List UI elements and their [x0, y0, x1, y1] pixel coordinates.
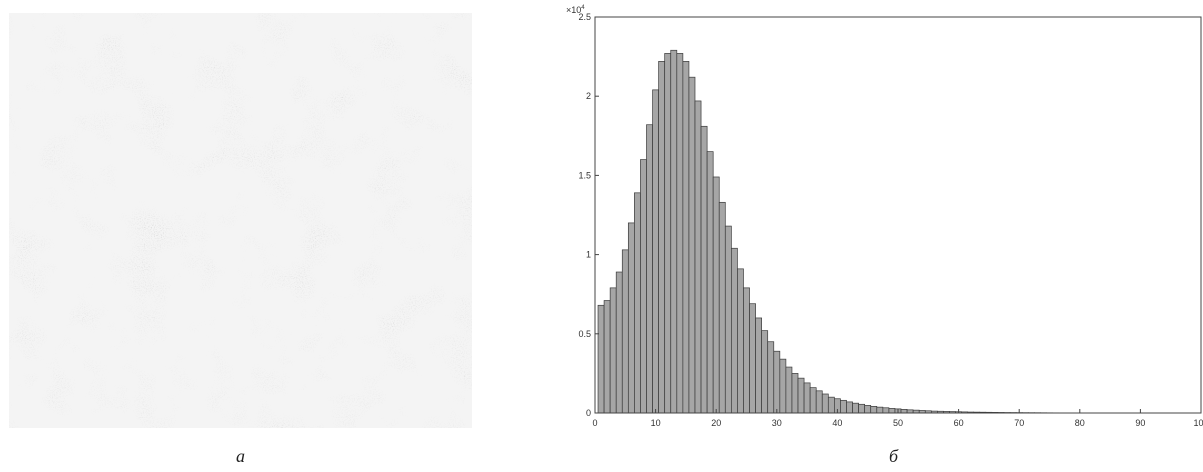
histogram-bar	[767, 341, 775, 414]
histogram-bar	[791, 373, 799, 414]
y-tick-label: 2	[586, 91, 591, 101]
x-tick-label: 20	[711, 418, 721, 428]
histogram-bar	[694, 100, 702, 414]
x-tick-label: 60	[954, 418, 964, 428]
x-tick-label: 30	[772, 418, 782, 428]
x-tick-label: 10	[651, 418, 661, 428]
histogram-bar	[688, 76, 696, 414]
y-exponent-label: ×104	[566, 5, 585, 15]
histogram-bar	[743, 287, 750, 414]
histogram-bar	[840, 399, 847, 414]
histogram-bar	[658, 61, 666, 414]
histogram-bar	[634, 192, 641, 414]
histogram-bar	[870, 405, 878, 414]
histogram-bar	[640, 159, 647, 414]
x-tick-label: 90	[1135, 418, 1145, 428]
y-tick-label: 0.5	[578, 329, 591, 339]
histogram-bar	[652, 89, 659, 414]
histogram-bars	[597, 49, 1072, 414]
y-tick-label: 0	[586, 408, 591, 418]
histogram-bar	[846, 401, 853, 414]
histogram-bar	[706, 151, 714, 414]
histogram-bar	[900, 409, 908, 414]
histogram-bar	[646, 124, 653, 414]
histogram-bar	[821, 393, 829, 414]
histogram-bar	[809, 387, 817, 414]
histogram-bar	[797, 377, 805, 414]
panel-b-caption: б	[889, 446, 899, 466]
y-tick-label: 1	[586, 250, 591, 260]
histogram-bar	[603, 300, 611, 414]
histogram-bar	[609, 287, 617, 414]
histogram-bar	[731, 247, 738, 414]
histogram-bar	[700, 125, 708, 414]
histogram-bar	[864, 405, 872, 414]
histogram-bar	[785, 366, 793, 414]
histogram-bar	[773, 350, 781, 414]
histogram-bar	[712, 176, 720, 414]
histogram-bar	[749, 303, 756, 414]
histogram-bar	[664, 53, 672, 414]
histogram-bar	[621, 249, 629, 414]
chart-axes: 0 10 20 30 40 50 60 70 80 90 100 0 0.5 1 1.5 2 2.5	[578, 12, 1203, 428]
x-tick-label: 40	[832, 418, 842, 428]
y-tick-label: 1.5	[578, 170, 591, 180]
histogram-bar	[852, 402, 859, 414]
histogram-bar	[755, 317, 762, 414]
x-tick-label: 70	[1014, 418, 1024, 428]
histogram-bar	[615, 271, 623, 414]
histogram-bar	[761, 330, 769, 414]
y-tick-label: 2.5	[578, 12, 591, 22]
histogram-bar	[803, 382, 811, 414]
histogram-bar	[718, 201, 726, 414]
histogram-bar	[858, 403, 866, 414]
histogram-bar	[627, 222, 635, 414]
histogram-bar	[724, 225, 732, 414]
histogram-bar	[876, 406, 884, 414]
histogram-chart: 0 10 20 30 40 50 60 70 80 90 100 0 0.5 1 1.5 2 2.5 ×104	[566, 5, 1203, 428]
x-tick-label: 50	[893, 418, 903, 428]
x-tick-label: 80	[1075, 418, 1085, 428]
histogram-bar	[827, 396, 835, 414]
histogram-bar	[882, 407, 890, 414]
histogram-bar	[670, 49, 678, 414]
histogram-bar	[682, 61, 690, 414]
histogram-bar	[597, 304, 605, 414]
grayscale-texture-image	[9, 13, 472, 428]
histogram-bar	[779, 358, 787, 414]
histogram-bar	[737, 268, 744, 414]
histogram-bar	[676, 53, 684, 414]
histogram-bar	[888, 408, 896, 414]
panel-a-caption: а	[236, 446, 245, 466]
x-tick-label: 0	[592, 418, 597, 428]
histogram-bar	[815, 390, 823, 414]
x-tick-label: 100	[1193, 418, 1203, 428]
